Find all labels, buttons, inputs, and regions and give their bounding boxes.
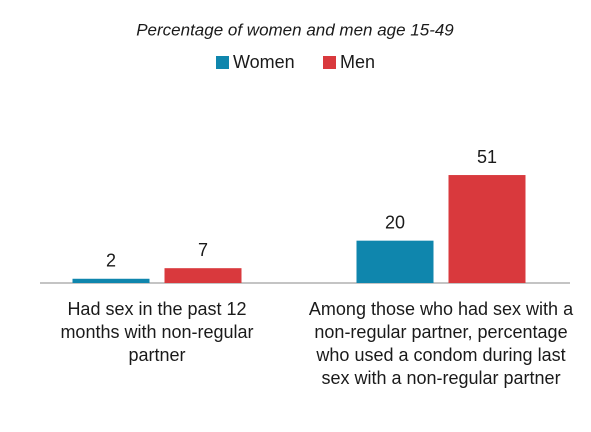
bar xyxy=(164,268,242,283)
bar xyxy=(448,175,526,283)
data-label: 2 xyxy=(106,251,116,271)
category-label: Had sex in the past 12 months with non-r… xyxy=(60,299,254,365)
bar xyxy=(356,240,434,283)
legend-label: Men xyxy=(340,52,375,72)
legend-swatch xyxy=(323,56,336,69)
legend-swatch xyxy=(216,56,229,69)
data-label: 20 xyxy=(385,212,405,232)
data-label: 51 xyxy=(477,147,497,167)
legend-label: Women xyxy=(233,52,295,72)
data-label: 7 xyxy=(198,240,208,260)
bar xyxy=(72,278,150,283)
category-label: Among those who had sex with a non-regul… xyxy=(308,299,574,388)
chart-title: Percentage of women and men age 15-49 xyxy=(136,20,454,39)
